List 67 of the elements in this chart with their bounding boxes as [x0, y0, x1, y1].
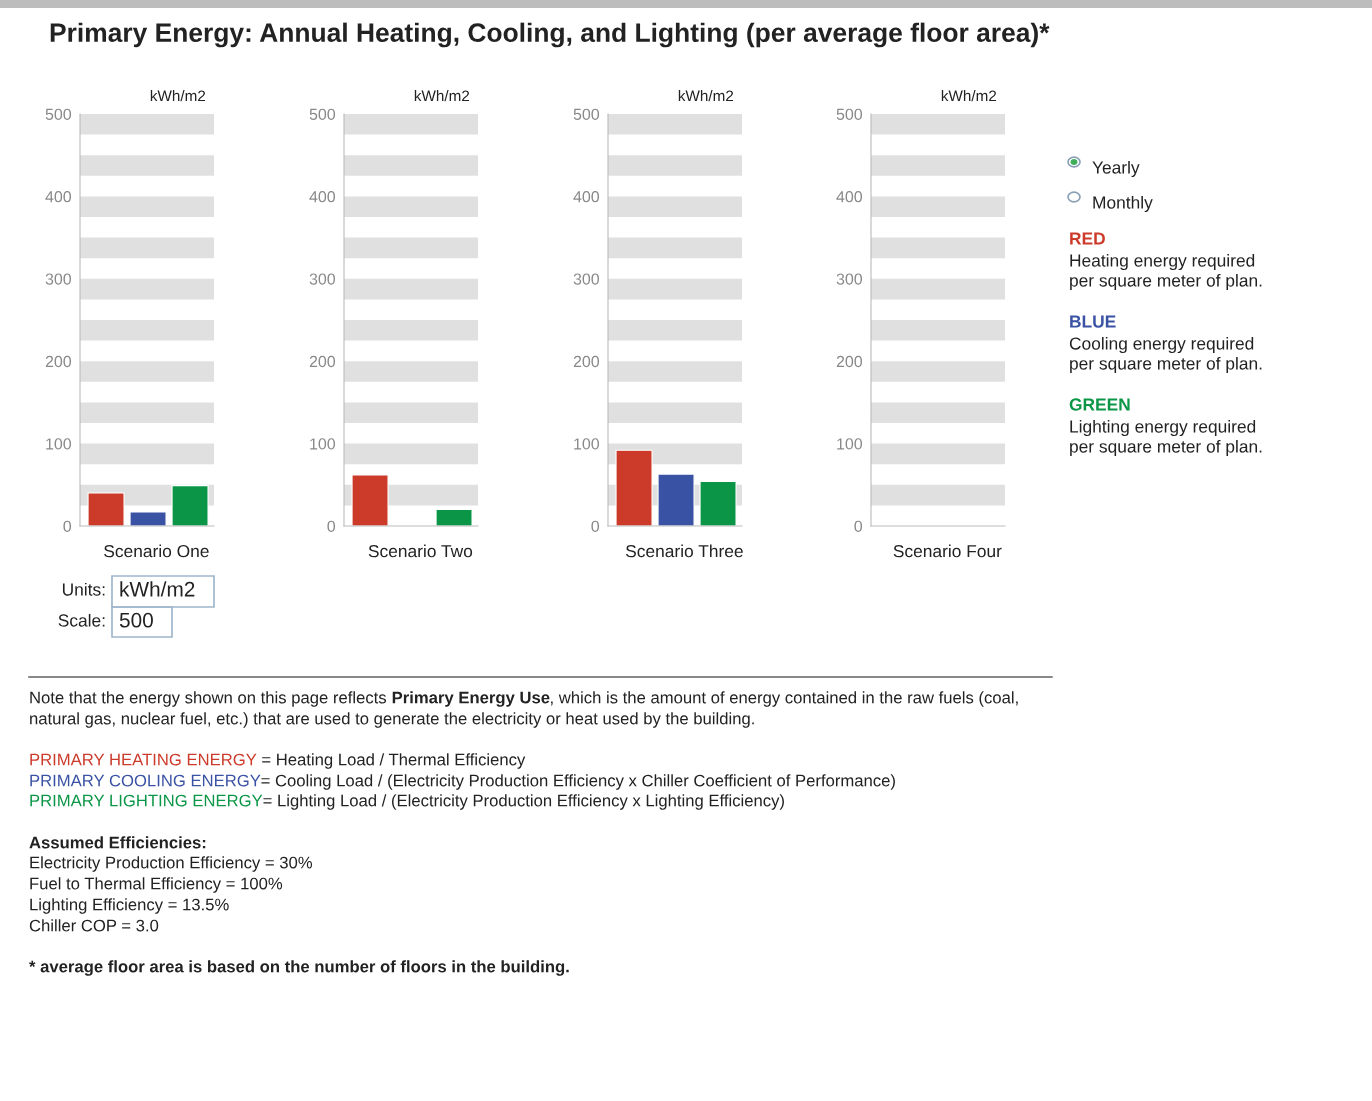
text: PRIMARY LIGHTING ENERGY — [30, 794, 263, 807]
x-axis-title: Scenario Four — [893, 544, 1002, 558]
text: , which is the amount of energy contained in the raw fuels (coal, — [551, 691, 1018, 707]
y-axis-title: kWh/m2 — [678, 89, 734, 102]
y-tick-label: 200 — [309, 355, 336, 368]
text: = Heating Load / Thermal Efficiency — [262, 753, 526, 769]
y-tick-label: 100 — [837, 438, 863, 450]
x-axis-title: Scenario Two — [368, 544, 473, 558]
y-axis-title: kWh/m2 — [150, 89, 206, 102]
y-tick-label: 500 — [836, 108, 863, 120]
text: PRIMARY COOLING ENERGY — [30, 774, 261, 787]
y-tick-label: 200 — [45, 355, 72, 368]
y-tick-label: 0 — [327, 520, 336, 532]
bar — [129, 511, 167, 526]
text: * average floor area is based on the number of floors in the building. — [29, 960, 569, 976]
y-tick-label: 300 — [45, 273, 72, 285]
text: Primary Energy Use — [392, 691, 550, 707]
text: = Lighting Load / (Electricity Production Efficiency x Lighting Efficiency) — [263, 794, 784, 810]
bar — [699, 480, 737, 526]
y-tick-label: 0 — [591, 520, 600, 532]
text: RED — [1070, 232, 1105, 245]
y-tick-label: 300 — [573, 273, 600, 285]
text: = Cooling Load / (Electricity Production Efficiency x Chiller Coefficient of Performance) — [261, 774, 895, 790]
text: Assumed Efficiencies: — [29, 836, 206, 849]
y-tick-label: 200 — [836, 355, 863, 368]
y-tick-label: 100 — [46, 438, 72, 450]
text: Primary Energy: Annual Heating, Cooling, and Lighting (per average floor area)* — [50, 22, 1050, 48]
text: Cooling energy required per square meter of plan. — [1069, 336, 1262, 374]
bar — [657, 473, 695, 526]
y-tick-label: 200 — [573, 355, 600, 368]
text: Fuel to Thermal Efficiency = 100% — [30, 877, 283, 893]
text: BLUE — [1070, 315, 1116, 328]
x-axis-title: Scenario One — [104, 544, 209, 558]
y-tick-label: 0 — [63, 520, 72, 532]
y-tick-label: 300 — [836, 273, 863, 285]
bar — [615, 449, 653, 526]
text: kWh/m2 — [120, 581, 195, 597]
y-tick-label: 400 — [309, 191, 336, 203]
text: Note that the energy shown on this page reflects — [30, 691, 387, 707]
text: Monthly — [1093, 195, 1153, 213]
y-axis-title: kWh/m2 — [414, 89, 470, 102]
y-tick-label: 100 — [574, 438, 600, 450]
text: Lighting Efficiency = 13.5% — [30, 898, 229, 914]
y-tick-label: 0 — [854, 520, 863, 532]
y-tick-label: 500 — [309, 108, 336, 120]
x-axis-title: Scenario Three — [625, 544, 743, 558]
y-tick-label: 400 — [836, 191, 863, 203]
text: Electricity Production Efficiency = 30% — [30, 856, 313, 872]
y-tick-label: 100 — [310, 438, 336, 450]
text: Chiller COP = 3.0 — [29, 919, 159, 932]
y-tick-label: 500 — [45, 108, 72, 120]
bar — [87, 492, 125, 526]
text: Lighting energy required per square meter of plan. — [1070, 419, 1262, 457]
text: Yearly — [1092, 160, 1140, 178]
text: natural gas, nuclear fuel, etc.) that are used to generate the electricity or heat used by the building. — [30, 712, 754, 728]
text: Heating energy required per square meter of plan. — [1070, 253, 1262, 291]
y-tick-label: 400 — [45, 191, 72, 203]
text: Units: — [62, 582, 105, 596]
y-axis-title: kWh/m2 — [941, 89, 997, 102]
bar — [171, 485, 209, 526]
y-tick-label: 500 — [573, 108, 600, 120]
text: Scale: — [58, 613, 105, 627]
text: 500 — [119, 612, 153, 628]
y-tick-label: 400 — [573, 191, 600, 203]
text: PRIMARY HEATING ENERGY — [30, 753, 257, 766]
y-tick-label: 300 — [309, 273, 336, 285]
text: GREEN — [1069, 398, 1130, 411]
